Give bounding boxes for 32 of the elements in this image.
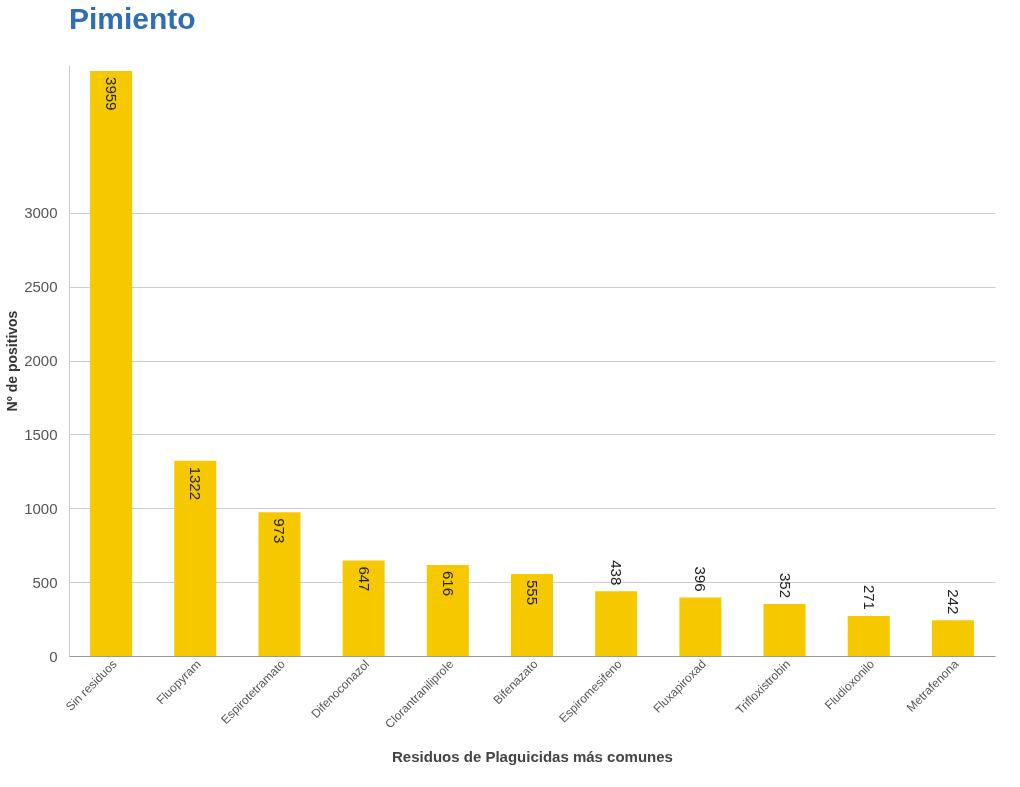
bar xyxy=(90,71,133,656)
y-tick-label: 1000 xyxy=(24,499,58,517)
data-label: 3959 xyxy=(103,77,121,111)
bar xyxy=(763,603,806,656)
data-label: 271 xyxy=(860,584,878,610)
bar xyxy=(847,615,890,656)
bar xyxy=(426,564,469,656)
bar xyxy=(258,512,301,656)
bar xyxy=(174,460,217,656)
bar xyxy=(342,560,385,656)
y-tick-label: 500 xyxy=(32,573,58,591)
chart-title: Pimiento xyxy=(69,2,196,35)
data-label: 352 xyxy=(776,572,794,598)
data-label: 242 xyxy=(944,589,962,615)
x-axis-title: Residuos de Plaguicidas más comunes xyxy=(392,748,673,766)
data-label: 555 xyxy=(524,580,541,606)
data-label: 1322 xyxy=(187,466,205,501)
data-label: 973 xyxy=(271,518,289,544)
y-tick-label: 3000 xyxy=(24,204,58,222)
bar xyxy=(511,574,553,656)
y-tick-label: 2000 xyxy=(24,352,58,369)
data-label: 396 xyxy=(692,566,710,592)
y-tick-label: 2500 xyxy=(24,278,58,296)
y-tick-label: 0 xyxy=(49,647,58,665)
data-label: 647 xyxy=(355,566,373,592)
data-label: 438 xyxy=(608,560,626,586)
bar xyxy=(679,597,722,656)
y-axis-title: Nº de positivos xyxy=(4,310,21,412)
bar xyxy=(931,620,974,656)
y-tick-label: 1500 xyxy=(24,425,58,443)
bar xyxy=(595,591,638,656)
data-label: 616 xyxy=(439,570,457,597)
